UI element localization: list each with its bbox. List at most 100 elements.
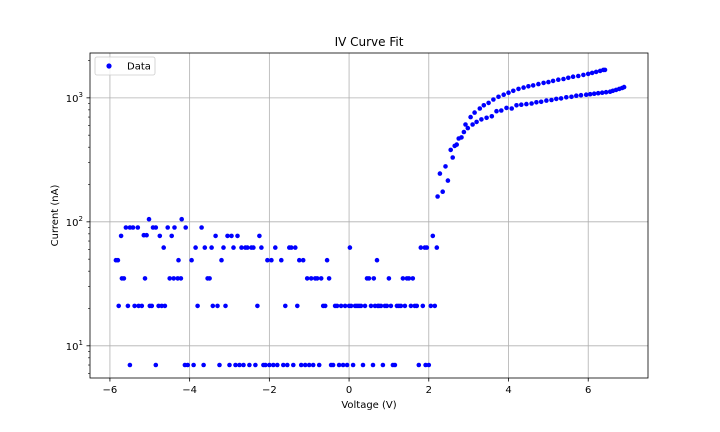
- data-point: [115, 257, 121, 263]
- data-point: [310, 362, 316, 368]
- data-point: [116, 303, 121, 309]
- data-point: [157, 233, 163, 239]
- data-point: [304, 276, 310, 281]
- data-point: [295, 303, 300, 309]
- data-point: [459, 135, 464, 140]
- data-point: [380, 362, 386, 368]
- data-point: [536, 81, 541, 87]
- data-point: [406, 276, 412, 281]
- data-point: [340, 362, 346, 368]
- data-point: [318, 276, 324, 281]
- data-point: [534, 100, 539, 105]
- data-point: [344, 362, 350, 368]
- data-point: [481, 103, 487, 108]
- data-point: [273, 245, 278, 250]
- legend-box: [94, 56, 156, 76]
- data-point: [153, 362, 159, 368]
- data-point: [418, 245, 424, 250]
- data-point: [178, 276, 184, 281]
- data-point: [440, 189, 446, 194]
- data-point: [554, 96, 559, 102]
- data-point: [435, 194, 440, 199]
- data-point: [494, 108, 499, 114]
- data-point: [581, 72, 586, 78]
- data-point: [171, 276, 176, 281]
- data-point: [386, 276, 392, 281]
- data-point: [414, 303, 420, 309]
- data-point: [486, 100, 491, 106]
- data-point: [127, 362, 133, 368]
- data-point: [237, 362, 242, 368]
- data-point: [556, 77, 561, 82]
- data-point: [420, 303, 426, 309]
- data-point: [285, 362, 290, 368]
- data-point: [269, 257, 274, 263]
- data-point: [169, 233, 174, 239]
- data-point: [524, 101, 529, 107]
- x-tick-label: −2: [262, 385, 277, 396]
- data-point: [253, 362, 258, 368]
- data-point: [526, 84, 531, 89]
- plot-frame: [89, 52, 649, 379]
- data-point: [209, 245, 214, 250]
- data-point: [217, 362, 222, 368]
- data-point: [408, 303, 414, 309]
- data-point: [470, 122, 475, 127]
- data-point: [570, 74, 576, 79]
- y-axis-label: Current (nA): [50, 185, 61, 247]
- data-point: [400, 276, 406, 281]
- data-point: [402, 303, 408, 309]
- data-point: [231, 245, 236, 250]
- data-point: [499, 108, 504, 113]
- data-point: [338, 303, 344, 309]
- data-point: [398, 303, 404, 309]
- data-point: [136, 303, 141, 309]
- data-point: [291, 362, 296, 368]
- data-point: [516, 86, 521, 92]
- data-point: [472, 110, 477, 115]
- data-point: [360, 362, 366, 368]
- data-point: [583, 92, 589, 97]
- data-point: [279, 257, 284, 263]
- data-point: [118, 233, 124, 239]
- data-point: [176, 257, 181, 263]
- data-point: [546, 79, 551, 85]
- data-point: [578, 92, 584, 98]
- data-point: [371, 276, 377, 281]
- data-point: [564, 95, 569, 100]
- data-point: [484, 115, 489, 121]
- data-point: [530, 83, 536, 88]
- data-point: [509, 106, 514, 111]
- data-point: [541, 80, 546, 86]
- data-point: [185, 362, 190, 368]
- data-point: [477, 106, 483, 111]
- data-point: [149, 303, 155, 309]
- data-point: [589, 70, 595, 76]
- data-point: [378, 303, 384, 309]
- data-point: [207, 276, 212, 281]
- data-point: [501, 92, 507, 97]
- data-point: [544, 98, 549, 103]
- data-point: [511, 88, 516, 94]
- data-point: [153, 225, 159, 230]
- data-point: [271, 362, 276, 368]
- data-point: [549, 97, 554, 103]
- data-point: [550, 78, 556, 84]
- data-point: [348, 303, 354, 309]
- data-point: [210, 303, 216, 309]
- data-point: [167, 276, 172, 281]
- data-point: [306, 362, 312, 368]
- data-point: [172, 225, 177, 230]
- legend-marker: [106, 63, 112, 69]
- chart-title: IV Curve Fit: [335, 35, 404, 49]
- data-point: [374, 257, 380, 263]
- x-tick-label: 2: [426, 385, 432, 396]
- data-point: [602, 67, 608, 73]
- data-point: [191, 362, 196, 368]
- data-point: [595, 90, 601, 96]
- data-point: [388, 303, 394, 309]
- data-point: [199, 225, 204, 230]
- data-point: [450, 155, 456, 160]
- data-point: [265, 257, 270, 263]
